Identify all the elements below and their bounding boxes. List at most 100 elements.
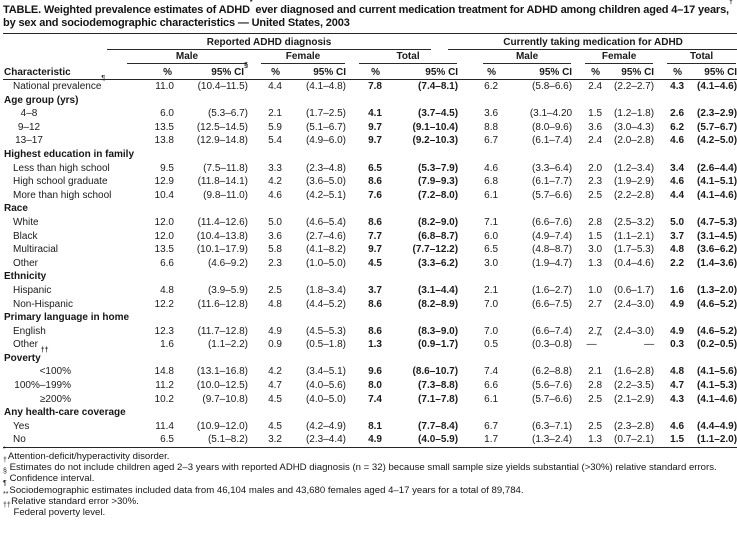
footnote: ** Relative standard error >30%. (3, 490, 139, 507)
value-cell: (7.7–8.4) (418, 420, 459, 432)
value-cell: (1.2–1.8) (614, 108, 655, 120)
value-cell: (4.6–9.2) (207, 257, 248, 269)
value-cell: (10.0–12.5) (196, 380, 248, 392)
value-cell: 6.7 (484, 420, 499, 432)
value-cell: 6.6 (160, 257, 174, 269)
column-gap (461, 64, 474, 80)
value-cell: (11.8–14.1) (197, 176, 248, 188)
column-gap (461, 325, 473, 339)
section-row: Any health-care coverage (3, 406, 737, 420)
section-label: Age group (yrs) (4, 94, 79, 106)
value-cell: 5.0 (670, 216, 685, 228)
table-row: Black 12.0 (10.4–13.8) 3.6 (2.7–4.6) 7.7 (6.8–… (3, 230, 737, 244)
footnote-marker: * (249, 0, 253, 6)
value-cell: (8.2–9.0) (418, 216, 459, 228)
value-cell: 12.2 (154, 298, 174, 310)
value-cell: 4.5 (268, 393, 282, 405)
row-label: 4–8 (20, 108, 38, 120)
value-cell: (3.7–4.5) (418, 108, 459, 120)
value-cell: 3.6 (484, 108, 499, 120)
column-gap (461, 393, 473, 407)
footnote-marker: ¶ (3, 479, 7, 487)
section-row: Poverty†† (3, 347, 737, 366)
value-cell: 8.6 (368, 176, 382, 188)
value-cell: 5.0 (268, 216, 282, 228)
value-cell: 4.8 (670, 366, 685, 378)
value-cell: 4.6 (670, 176, 685, 188)
value-cell: 2.5 (268, 284, 282, 296)
value-cell: (3.9–5.9) (207, 284, 248, 296)
col-header-ci: 95% CI (501, 64, 576, 80)
col-header-pct: % (251, 64, 285, 80)
value-cell: 4.6 (484, 162, 499, 174)
value-cell: 13.8 (154, 135, 174, 147)
column-gap (461, 121, 473, 135)
adhd-prevalence-table: Reported ADHD diagnosis Currently taking… (3, 33, 737, 449)
value-cell: (1.2–3.4) (614, 162, 655, 174)
col-header-ci: 95% CI (687, 64, 737, 80)
value-cell: 0.9 (268, 339, 282, 351)
value-cell: (0.7–2.1) (614, 434, 655, 446)
value-cell: (3.6–5.0) (305, 176, 346, 188)
value-cell: (2.2–2.7) (614, 81, 655, 92)
section-label: Primary language in home (4, 312, 130, 324)
value-cell: 1.6 (160, 339, 174, 351)
value-cell: 6.1 (484, 189, 499, 201)
table-row: Yes 11.4 (10.9–12.0) 4.5 (4.2–4.9) 8.1 (7.7–8.… (3, 420, 737, 434)
value-cell: 5.9 (268, 121, 282, 133)
group-header-reported-label: Reported ADHD diagnosis (107, 37, 432, 50)
row-label: 13–17 (15, 135, 43, 147)
value-cell: (4.2–5.1) (305, 189, 346, 201)
value-cell: 2.4 (588, 81, 603, 92)
table-row: 4–8 6.0 (5.3–6.7) 2.1 (1.7–2.5) 4.1 (3.7–4.5) 3… (3, 107, 737, 121)
value-cell: (4.1–4.6) (697, 393, 737, 405)
value-cell: (5.7–6.6) (532, 393, 573, 405)
value-cell: (5.6–7.6) (532, 380, 573, 392)
value-cell: 9.6 (368, 366, 382, 378)
sex-header-total-2: Total (657, 50, 737, 64)
value-cell: (5.3–6.7) (207, 108, 248, 120)
value-cell: (6.6–7.6) (532, 216, 573, 228)
footnote-marker: ** (3, 490, 9, 498)
value-cell: 12.0 (154, 216, 174, 228)
table-row: Other 1.6 (1.1–2.2) 0.9 (0.5–1.8) 1.3 (0.9–1.7… (3, 333, 737, 352)
footnote-marker: * (3, 446, 6, 454)
group-header-medication-label: Currently taking medication for ADHD (448, 37, 737, 50)
value-cell: (1.8–3.4) (305, 284, 346, 296)
value-cell: 3.6 (268, 230, 282, 242)
value-cell: 6.2 (670, 121, 685, 133)
value-cell: 8.0 (368, 380, 382, 392)
value-cell: 2.8 (588, 216, 603, 228)
table-row: National prevalence¶ 11.0 (10.4–11.5) 4.4 (4… (3, 75, 737, 94)
value-cell: 7.7 (368, 230, 382, 242)
value-cell: 9.7 (368, 121, 382, 133)
value-cell: 6.5 (484, 244, 499, 256)
value-cell: 4.4 (268, 81, 282, 92)
value-cell: (5.1–6.7) (305, 121, 346, 133)
value-cell: 4.5 (368, 257, 382, 269)
column-gap (461, 230, 473, 244)
col-header-pct: % (575, 64, 606, 80)
value-cell: 2.1 (268, 108, 282, 120)
value-cell: 6.0 (160, 108, 174, 120)
col-header-characteristic: Characteristic (3, 64, 117, 80)
value-cell: (3.1–4.4) (418, 284, 459, 296)
value-cell: 14.8 (154, 366, 174, 378)
section-label: Any health-care coverage (4, 407, 126, 419)
value-cell: (4.1–4.6) (697, 189, 737, 201)
value-cell: 1.5 (588, 230, 603, 242)
section-label: Race (4, 203, 28, 215)
value-cell: 0.3 (670, 339, 685, 351)
value-cell: 7.8 (368, 81, 382, 92)
col-header-pct: % (117, 64, 177, 80)
value-cell: (9.8–11.0) (203, 189, 248, 201)
value-cell: 7.6 (368, 189, 382, 201)
value-cell: 2.4 (588, 135, 603, 147)
table-row: <100% 14.8 (13.1–16.8) 4.2 (3.4–5.1) 9.6 (8.6–… (3, 365, 737, 379)
header-spacer (3, 50, 117, 64)
row-label: 100%–199% (14, 380, 71, 392)
value-cell: (3.0–4.3) (614, 121, 655, 133)
value-cell: 3.7 (368, 284, 382, 296)
value-cell: 9.5 (160, 162, 174, 174)
value-cell: (6.6–7.5) (532, 298, 573, 310)
